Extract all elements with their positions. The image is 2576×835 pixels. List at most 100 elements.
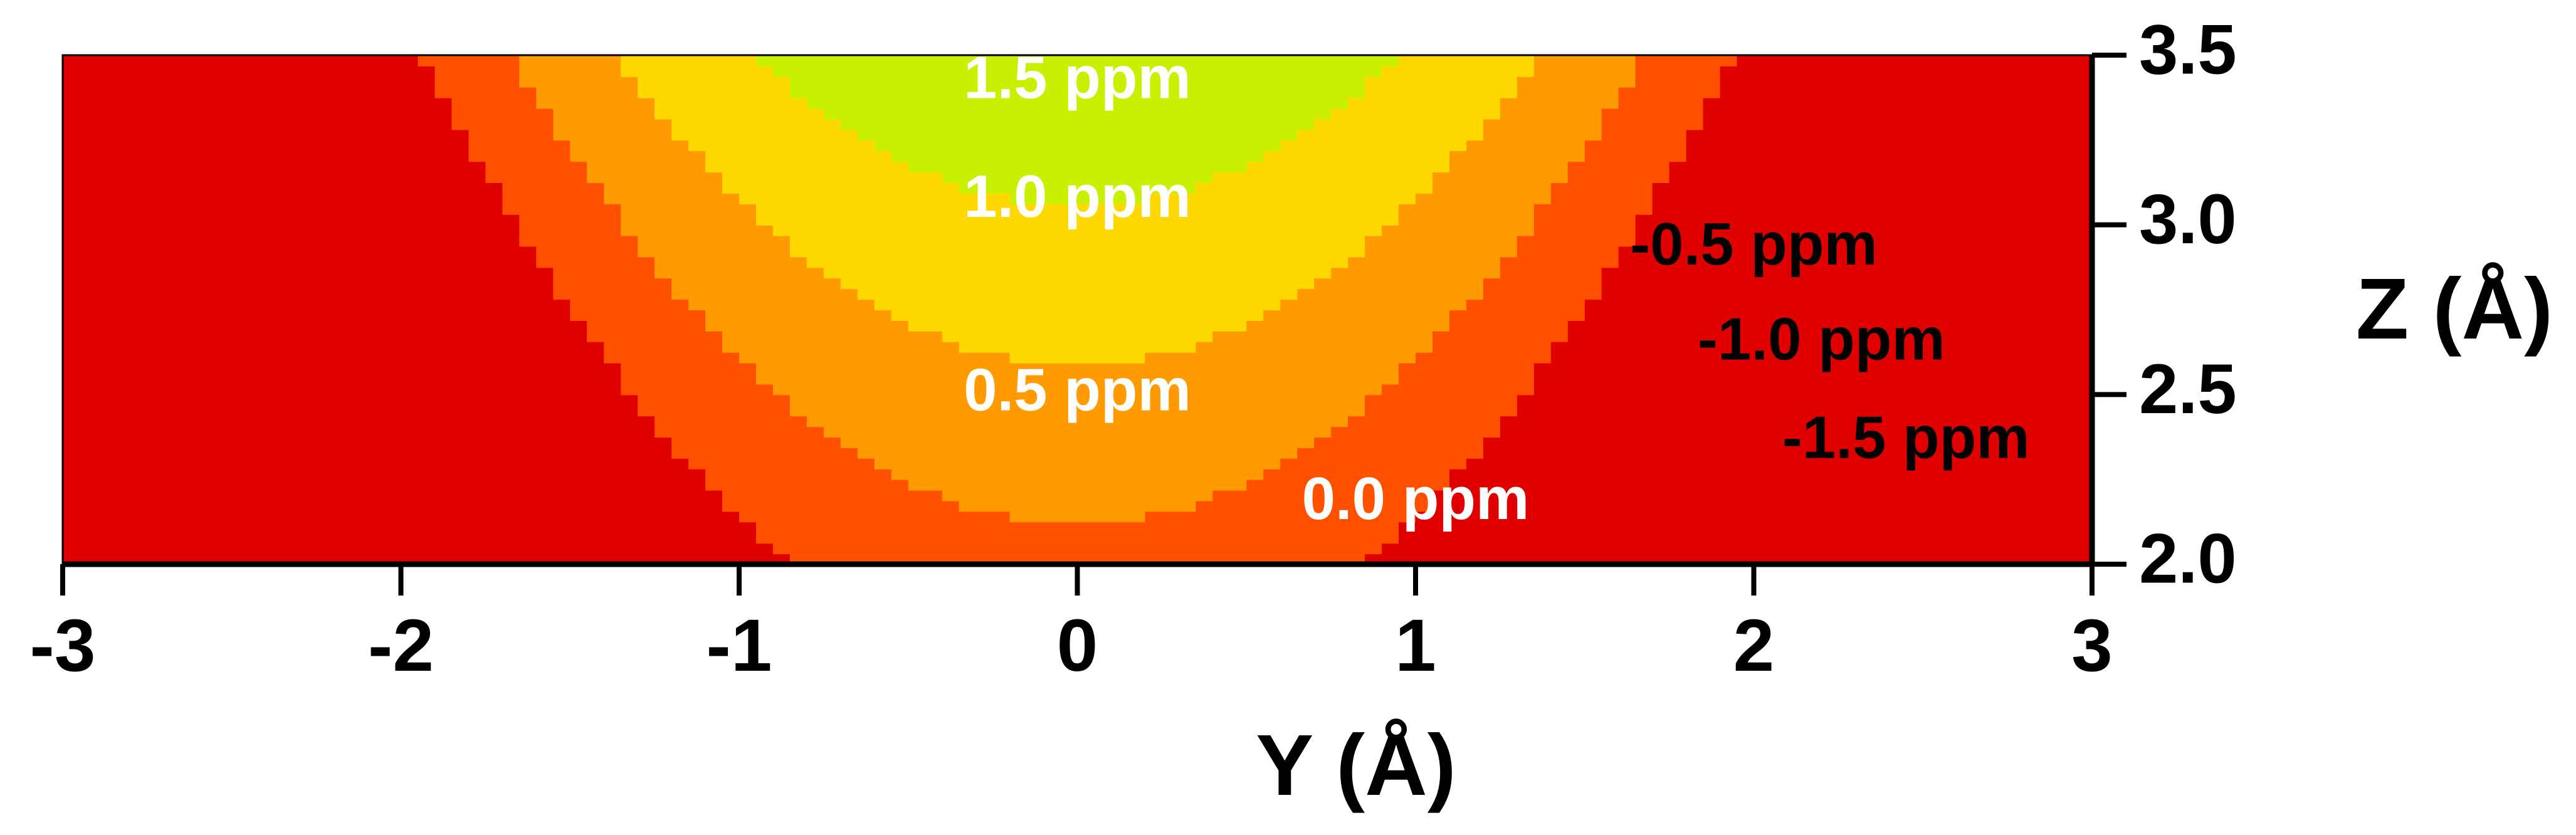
- heatmap-cell: [350, 182, 368, 194]
- heatmap-cell: [1009, 288, 1028, 300]
- heatmap-cell: [1567, 384, 1585, 396]
- heatmap-cell: [722, 150, 740, 162]
- heatmap-cell: [1246, 161, 1264, 173]
- heatmap-cell: [485, 341, 503, 353]
- heatmap-cell: [722, 192, 740, 204]
- heatmap-cell: [1077, 384, 1095, 396]
- heatmap-cell: [925, 182, 943, 194]
- heatmap-cell: [1331, 330, 1349, 342]
- heatmap-cell: [1567, 320, 1585, 332]
- heatmap-cell: [1433, 256, 1450, 268]
- heatmap-cell: [1212, 161, 1231, 173]
- heatmap-cell: [942, 97, 960, 109]
- heatmap-cell: [1399, 118, 1416, 130]
- heatmap-cell: [942, 278, 960, 290]
- heatmap-cell: [1618, 192, 1636, 204]
- heatmap-cell: [265, 479, 283, 491]
- heatmap-cell: [671, 490, 690, 502]
- heatmap-cell: [316, 394, 334, 406]
- heatmap-cell: [891, 172, 909, 183]
- heatmap-cell: [1821, 511, 1839, 523]
- heatmap-cell: [333, 384, 351, 396]
- heatmap-cell: [570, 129, 588, 141]
- heatmap-cell: [1821, 532, 1839, 544]
- heatmap-cell: [502, 522, 520, 533]
- heatmap-cell: [789, 447, 807, 459]
- heatmap-cell: [1382, 362, 1400, 374]
- heatmap-cell: [1618, 108, 1636, 120]
- heatmap-cell: [1703, 341, 1721, 353]
- heatmap-cell: [806, 288, 824, 300]
- heatmap-cell: [1026, 278, 1044, 290]
- heatmap-cell: [1128, 362, 1146, 374]
- heatmap-cell: [925, 87, 943, 98]
- heatmap-cell: [789, 352, 807, 364]
- heatmap-cell: [1128, 458, 1146, 470]
- heatmap-cell: [1567, 330, 1585, 342]
- heatmap-cell: [519, 278, 537, 290]
- heatmap-cell: [1382, 246, 1400, 258]
- heatmap-cell: [789, 479, 807, 491]
- heatmap-cell: [502, 532, 520, 544]
- heatmap-cell: [451, 362, 470, 374]
- heatmap-cell: [451, 511, 470, 523]
- heatmap-cell: [1517, 150, 1535, 162]
- heatmap-cell: [248, 490, 266, 502]
- heatmap-cell: [1449, 437, 1467, 448]
- heatmap-cell: [231, 87, 250, 98]
- heatmap-cell: [655, 288, 673, 300]
- heatmap-cell: [502, 224, 520, 236]
- heatmap-cell: [655, 320, 673, 332]
- heatmap-cell: [1111, 129, 1129, 141]
- heatmap-cell: [434, 140, 453, 152]
- heatmap-cell: [164, 55, 182, 66]
- heatmap-cell: [1246, 511, 1264, 523]
- heatmap-cell: [1212, 182, 1231, 194]
- heatmap-cell: [1162, 55, 1180, 66]
- heatmap-cell: [519, 362, 537, 374]
- heatmap-cell: [705, 468, 723, 480]
- heatmap-cell: [1449, 394, 1467, 406]
- heatmap-cell: [688, 172, 707, 183]
- heatmap-cell: [367, 416, 385, 428]
- heatmap-cell: [1297, 490, 1315, 502]
- heatmap-cell: [621, 182, 639, 194]
- heatmap-cell: [857, 458, 875, 470]
- heatmap-cell: [1737, 299, 1755, 310]
- heatmap-cell: [553, 76, 571, 88]
- heatmap-cell: [485, 267, 503, 279]
- heatmap-cell: [1162, 140, 1180, 152]
- heatmap-cell: [756, 65, 774, 77]
- heatmap-cell: [519, 479, 537, 491]
- heatmap-cell: [1111, 161, 1129, 173]
- heatmap-cell: [1196, 447, 1214, 459]
- heatmap-cell: [80, 76, 97, 88]
- heatmap-cell: [1483, 511, 1501, 523]
- heatmap-cell: [1483, 384, 1501, 396]
- heatmap-cell: [1009, 416, 1028, 428]
- heatmap-cell: [1433, 214, 1450, 226]
- heatmap-cell: [621, 214, 639, 226]
- heatmap-cell: [1179, 310, 1197, 321]
- heatmap-cell: [1517, 256, 1535, 268]
- heatmap-cell: [959, 65, 977, 77]
- heatmap-cell: [1009, 214, 1028, 226]
- heatmap-cell: [1483, 330, 1501, 342]
- heatmap-cell: [1567, 479, 1585, 491]
- heatmap-cell: [773, 320, 791, 332]
- heatmap-cell: [1449, 543, 1467, 555]
- heatmap-cell: [1043, 373, 1061, 385]
- heatmap-cell: [181, 437, 199, 448]
- heatmap-cell: [621, 522, 639, 533]
- heatmap-cell: [1314, 522, 1332, 533]
- heatmap-cell: [485, 479, 503, 491]
- heatmap-cell: [418, 522, 436, 533]
- heatmap-cell: [181, 267, 199, 279]
- heatmap-cell: [1703, 203, 1721, 215]
- heatmap-cell: [1449, 405, 1467, 417]
- heatmap-cell: [164, 140, 182, 152]
- heatmap-cell: [1314, 479, 1332, 491]
- heatmap-cell: [840, 246, 858, 258]
- heatmap-cell: [1500, 511, 1518, 523]
- heatmap-cell: [384, 192, 402, 204]
